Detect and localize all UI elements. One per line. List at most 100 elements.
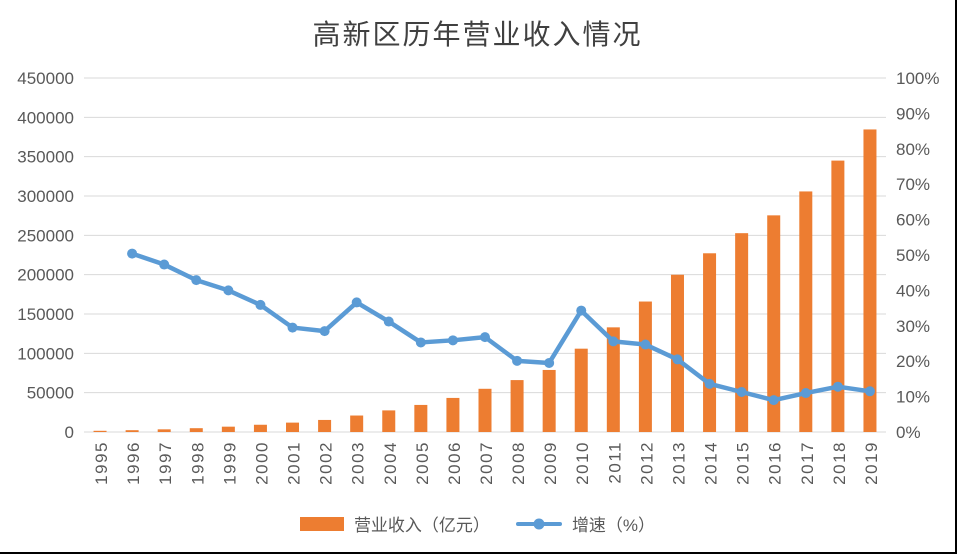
revenue-bar [735, 233, 749, 432]
revenue-bar [542, 369, 556, 432]
growth-point [480, 332, 490, 343]
x-axis-tick-label: 1996 [124, 441, 143, 485]
y-axis-tick-label: 150000 [17, 305, 74, 324]
y-axis-tick-label: 350000 [17, 148, 74, 167]
x-axis-tick-label: 2012 [637, 441, 656, 485]
y-axis-tick-label: 300000 [17, 187, 74, 206]
y-axis-tick-label: 100000 [17, 344, 74, 363]
growth-point [223, 285, 234, 296]
y2-axis-tick-label: 100% [896, 69, 939, 88]
x-axis-tick-label: 2019 [862, 441, 881, 485]
x-axis-tick-label: 1997 [156, 441, 175, 485]
revenue-bar [253, 424, 267, 432]
revenue-bar [414, 404, 428, 432]
y2-axis-tick-label: 70% [896, 175, 930, 194]
y2-axis-tick-label: 10% [896, 388, 930, 407]
y2-axis-tick-label: 30% [896, 317, 930, 336]
revenue-bar [125, 430, 139, 432]
revenue-bar [799, 191, 813, 432]
growth-point [159, 259, 170, 270]
growth-legend-marker-icon [533, 518, 545, 529]
growth-point [512, 355, 523, 366]
growth-point [351, 297, 362, 308]
x-axis-tick-label: 2006 [445, 441, 464, 485]
growth-point [768, 395, 779, 406]
y2-axis-tick-label: 80% [896, 140, 930, 159]
chart-legend: 营业收入（亿元） 增速（%） [0, 511, 955, 536]
growth-point [544, 357, 555, 368]
growth-point [832, 381, 843, 392]
growth-point [447, 335, 458, 346]
y-axis-tick-label: 450000 [17, 69, 74, 88]
x-axis-tick-label: 1998 [188, 441, 207, 485]
revenue-bar [670, 274, 684, 432]
growth-point [127, 248, 138, 259]
revenue-bar [318, 419, 332, 432]
x-axis-tick-label: 2013 [669, 441, 688, 485]
growth-point [800, 388, 811, 399]
x-axis-tick-label: 2005 [413, 441, 432, 485]
revenue-bar [189, 428, 203, 432]
revenue-bar [350, 415, 364, 432]
revenue-bar [221, 426, 235, 432]
growth-point [576, 305, 587, 316]
x-axis-tick-label: 2003 [349, 441, 368, 485]
chart-title: 高新区历年营业收入情况 [312, 18, 643, 51]
growth-point [383, 316, 394, 327]
revenue-bar [638, 301, 652, 432]
revenue-bar [574, 348, 588, 432]
x-axis-tick-label: 1995 [92, 441, 111, 485]
y-axis-tick-label: 250000 [17, 226, 74, 245]
y2-axis-tick-label: 0% [896, 423, 921, 442]
y-axis-tick-label: 400000 [17, 108, 74, 127]
growth-legend-label: 增速（%） [571, 516, 656, 535]
revenue-bar [286, 422, 300, 432]
growth-point [640, 339, 651, 350]
revenue-bar [606, 327, 620, 432]
growth-line [129, 251, 873, 403]
x-axis-tick-label: 2015 [734, 441, 753, 485]
y2-axis-tick-label: 90% [896, 104, 930, 123]
revenue-bar [510, 380, 524, 432]
growth-point [704, 378, 715, 389]
y2-axis-tick-label: 40% [896, 281, 930, 300]
revenue-bar [157, 429, 171, 432]
growth-point [672, 354, 683, 365]
growth-point [255, 299, 266, 310]
growth-point [415, 337, 426, 348]
x-axis-tick-label: 2008 [509, 441, 528, 485]
revenue-bar [703, 253, 717, 432]
growth-point [319, 326, 330, 337]
y-axis-tick-label: 50000 [27, 384, 74, 403]
growth-point [191, 275, 202, 286]
growth-point [608, 336, 619, 347]
x-axis-tick-label: 2001 [285, 441, 304, 485]
growth-point [287, 322, 298, 333]
x-axis-tick-label: 2009 [541, 441, 560, 485]
x-axis-tick-label: 2017 [798, 441, 817, 485]
x-axis-tick-label: 2018 [830, 441, 849, 485]
x-axis-tick-label: 2004 [381, 441, 400, 485]
growth-point [864, 386, 875, 397]
y-axis-tick-label: 0 [65, 423, 74, 442]
x-axis-tick-label: 1999 [220, 441, 239, 485]
x-axis-tick-label: 2014 [702, 441, 721, 485]
x-axis-tick-label: 2000 [252, 441, 271, 485]
revenue-bar [831, 160, 845, 432]
revenue-bar [767, 215, 781, 432]
y-axis-tick-label: 200000 [17, 266, 74, 285]
revenue-bar [382, 410, 396, 432]
y2-axis-tick-label: 50% [896, 246, 930, 265]
x-axis-tick-label: 2002 [317, 441, 336, 485]
revenue-legend-swatch [299, 516, 344, 531]
revenue-bar [863, 129, 877, 432]
y2-axis-tick-label: 60% [896, 211, 930, 230]
y2-axis-tick-label: 20% [896, 352, 930, 371]
revenue-bar [93, 430, 107, 432]
growth-point [736, 386, 747, 397]
growth-legend-swatch [515, 518, 562, 529]
x-axis-tick-label: 2016 [766, 441, 785, 485]
x-axis-tick-label: 2011 [605, 441, 624, 484]
